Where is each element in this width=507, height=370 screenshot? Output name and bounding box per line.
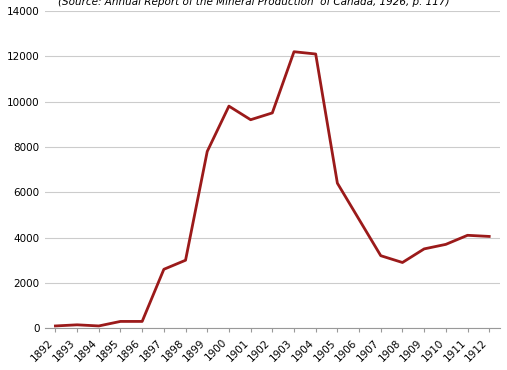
Text: (Source: Annual Report of the Mineral Production  of Canada, 1926, p. 117): (Source: Annual Report of the Mineral Pr…: [58, 0, 449, 7]
